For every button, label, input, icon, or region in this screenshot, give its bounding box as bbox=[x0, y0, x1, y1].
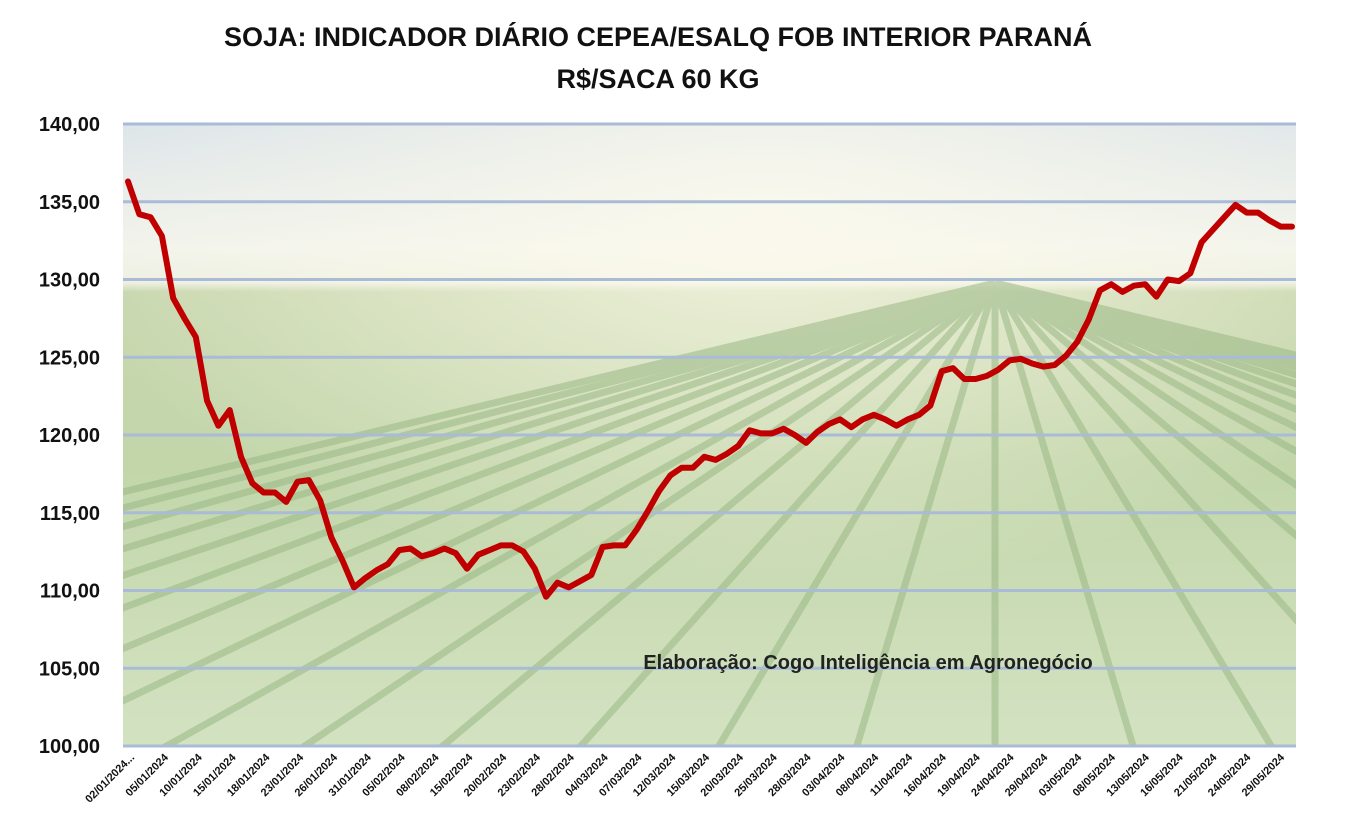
gridlines bbox=[123, 122, 1296, 748]
chart-title: SOJA: INDICADOR DIÁRIO CEPEA/ESALQ FOB I… bbox=[223, 22, 1093, 52]
price-line bbox=[125, 178, 1295, 600]
y-tick-label: 135,00 bbox=[39, 192, 100, 214]
x-axis: 02/01/2024...05/01/202410/01/202415/01/2… bbox=[83, 751, 1288, 806]
y-tick-label: 120,00 bbox=[39, 425, 100, 447]
y-axis: 100,00 105,00 110,00 115,00 120,00 125,00 130,… bbox=[39, 114, 100, 758]
series-line bbox=[125, 178, 1295, 600]
y-tick-label: 105,00 bbox=[39, 658, 100, 680]
plot-background bbox=[123, 124, 1296, 746]
y-tick-label: 115,00 bbox=[40, 503, 100, 525]
y-tick-label: 140,00 bbox=[39, 114, 100, 136]
y-tick-label: 130,00 bbox=[39, 270, 100, 292]
y-tick-label: 100,00 bbox=[39, 736, 100, 758]
y-tick-label: 110,00 bbox=[40, 581, 100, 603]
y-tick-label: 125,00 bbox=[39, 347, 100, 369]
chart-subtitle: R$/SACA 60 KG bbox=[556, 64, 760, 94]
chart-annotation: Elaboração: Cogo Inteligência em Agroneg… bbox=[643, 652, 1092, 674]
